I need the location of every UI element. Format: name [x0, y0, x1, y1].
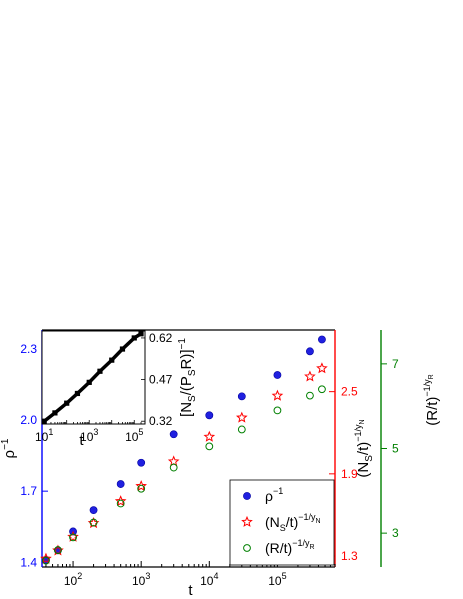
series-1-point: [40, 552, 52, 564]
inset-y-tick-label: 0.47: [149, 373, 173, 387]
inset-series-line: [43, 332, 142, 423]
series-2-point: [318, 385, 326, 394]
series-2-point: [89, 518, 98, 527]
series-1-point: [203, 430, 216, 442]
legend-label: (R/t)−1/yR: [265, 538, 315, 556]
series-1-point: [235, 411, 248, 423]
x-tick-label: 102: [64, 571, 82, 588]
series-0-point: [205, 411, 214, 420]
right-tick-label: 1.9: [341, 467, 358, 481]
right-tick-label: 1.3: [341, 549, 358, 563]
series-2-point: [306, 391, 314, 400]
left-tick-label: 2.0: [20, 413, 37, 427]
series-2-point: [137, 484, 146, 493]
x-axis-title: t: [188, 582, 193, 599]
inset-y-tick-label: 0.62: [149, 331, 173, 345]
inset-series-point: [138, 331, 144, 337]
axes-layer: 102 103 104 105 t 1.4 1.7 2.0 2.3 ρ−1 1.3 1.9 2.5 (NS…: [0, 329, 441, 599]
inset-series-point: [64, 400, 70, 406]
series-2-point: [42, 556, 50, 565]
inset-x-tick-label: 103: [80, 427, 98, 444]
series-2-point: [205, 442, 214, 451]
left-tick-label: 1.4: [20, 555, 37, 569]
legend-label: ρ−1: [265, 486, 283, 504]
right-tick-label: 2.5: [341, 385, 358, 399]
series-1-point: [271, 389, 284, 401]
legend-layer: ρ−1 (NS/t)−1/yN (R/t)−1/yR: [229, 479, 335, 566]
inset-series-point: [97, 368, 103, 374]
series-2-point: [169, 463, 178, 472]
series-1-point: [67, 530, 79, 542]
inset-series-point: [41, 418, 47, 424]
x-tick-label: 105: [268, 571, 286, 588]
series-2: [42, 385, 326, 565]
series-1-point: [114, 495, 127, 507]
inset-series-point: [109, 357, 115, 363]
right-axis-title: (NS/t)−1/yN: [353, 419, 375, 477]
left-tick-label: 1.7: [20, 484, 37, 498]
inset-series-point: [119, 346, 126, 352]
series-0-point: [306, 347, 314, 356]
x-tick-label: 103: [132, 571, 150, 588]
series-0-point: [137, 458, 146, 467]
inset-layer: 101 103 105 t 0.32 0.47 0.62 [NS/(PSR)]−1: [35, 330, 198, 449]
series-2-point: [116, 499, 125, 508]
legend-marker: [241, 515, 253, 527]
inset-y-tick-label: 0.32: [149, 414, 173, 428]
inset-series: [41, 331, 144, 424]
series-2-point: [273, 406, 282, 415]
legend-marker: [243, 544, 251, 552]
inset-series-point: [131, 335, 137, 341]
left-axis-title: ρ−1: [0, 438, 18, 458]
series-2-point: [69, 533, 77, 542]
inset-y-axis-title: [NS/(PSR)]−1: [177, 338, 198, 417]
series-1-point: [316, 362, 328, 374]
inset-series-point: [74, 390, 81, 397]
series-0-point: [116, 480, 125, 488]
x-tick-label: 104: [200, 571, 218, 588]
series-0-point: [89, 506, 98, 515]
inset-series-point: [86, 379, 92, 385]
series-0-point: [169, 430, 178, 439]
inset-series-point: [52, 410, 58, 416]
marks-layer: [40, 335, 328, 565]
legend-marker: [243, 492, 251, 500]
offset-axis-title: (R/t)−1/yR: [422, 374, 441, 426]
offset-tick-label: 3: [392, 526, 399, 540]
series-0-point: [237, 392, 246, 401]
offset-tick-label: 5: [392, 442, 399, 456]
left-tick-label: 2.3: [20, 342, 37, 356]
legend-label: (NS/t)−1/yN: [265, 512, 321, 533]
series-2-point: [237, 425, 246, 434]
series-2-point: [54, 546, 62, 554]
series-1-point: [304, 370, 316, 382]
inset-x-axis-title: t: [79, 432, 84, 449]
inset-x-tick-label: 101: [35, 427, 53, 444]
offset-tick-label: 7: [392, 357, 399, 371]
series-0-point: [273, 371, 282, 379]
inset-x-tick-label: 105: [125, 427, 143, 444]
series-0-point: [318, 335, 326, 344]
series-1-point: [135, 480, 147, 492]
